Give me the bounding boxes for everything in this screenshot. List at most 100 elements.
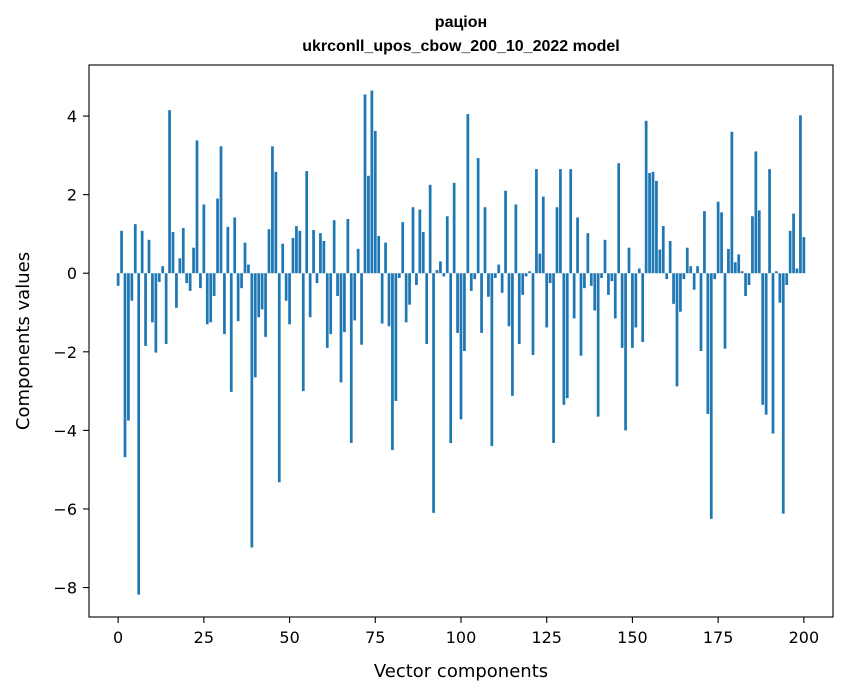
bar-147	[620, 273, 624, 348]
bar-25	[202, 204, 206, 274]
bar-77	[380, 273, 384, 324]
bar-14	[164, 273, 168, 344]
bar-133	[572, 273, 576, 319]
bar-7	[140, 230, 144, 274]
bar-184	[747, 273, 751, 286]
bar-102	[466, 114, 470, 274]
bar-80	[391, 273, 394, 451]
y-tick-label: 0	[67, 264, 77, 283]
y-tick-label: −8	[53, 579, 77, 598]
bar-36	[240, 273, 243, 289]
bar-140	[596, 273, 600, 417]
bar-41	[257, 273, 261, 318]
bar-21	[188, 273, 192, 291]
bar-156	[651, 171, 655, 274]
bar-26	[205, 273, 209, 325]
bar-153	[641, 273, 645, 342]
bar-168	[692, 273, 696, 290]
bar-198	[795, 268, 799, 274]
bar-88	[418, 209, 422, 274]
bar-113	[504, 190, 507, 274]
bar-47	[277, 273, 281, 483]
bar-22	[192, 247, 195, 274]
bar-179	[730, 131, 734, 274]
bar-141	[600, 273, 603, 278]
x-axis-label: Vector components	[374, 661, 548, 682]
bar-101	[463, 273, 466, 352]
bar-150	[631, 273, 634, 348]
bar-164	[679, 273, 682, 312]
bar-84	[404, 273, 408, 323]
bar-63	[332, 220, 336, 274]
bar-112	[500, 273, 504, 293]
bar-194	[781, 273, 785, 514]
bar-124	[541, 196, 545, 274]
bar-65	[339, 273, 343, 383]
bar-43	[264, 273, 267, 337]
bar-2	[123, 273, 127, 458]
bar-190	[768, 169, 771, 274]
bar-175	[716, 201, 720, 274]
bar-183	[744, 273, 747, 297]
bar-34	[233, 217, 237, 274]
bar-121	[531, 273, 535, 355]
bar-148	[624, 273, 627, 431]
y-axis: −8 −6 −4 −2 0 2 4	[53, 107, 89, 598]
bar-35	[236, 273, 240, 322]
bar-4	[130, 273, 134, 301]
bar-16	[171, 231, 175, 274]
bar-55	[305, 171, 309, 274]
bar-17	[175, 273, 178, 308]
bar-89	[421, 231, 425, 274]
bar-118	[521, 273, 525, 295]
bar-78	[384, 242, 387, 274]
bar-11	[154, 273, 158, 353]
bar-90	[425, 273, 429, 344]
bar-53	[298, 230, 302, 274]
bar-70	[356, 248, 360, 274]
bar-5	[133, 224, 137, 274]
bar-0	[116, 273, 120, 286]
bar-138	[589, 273, 593, 286]
bar-91	[428, 184, 432, 274]
bar-54	[301, 273, 305, 392]
x-tick-label: 175	[703, 628, 734, 647]
bar-62	[329, 273, 333, 335]
bar-171	[703, 211, 706, 274]
y-tick-label: −4	[53, 421, 77, 440]
chart-title-line2: ukrconll_upos_cbow_200_10_2022 model	[302, 38, 619, 55]
bar-119	[524, 273, 528, 277]
bar-31	[223, 273, 226, 335]
bar-45	[271, 146, 274, 274]
bar-199	[799, 115, 802, 274]
bar-94	[439, 261, 442, 274]
bar-6	[137, 273, 141, 595]
bar-173	[709, 273, 713, 519]
bar-155	[648, 173, 651, 274]
bar-128	[555, 207, 559, 274]
bar-104	[473, 273, 477, 280]
bar-74	[370, 90, 374, 274]
bar-28	[212, 273, 216, 297]
bar-61	[325, 273, 329, 348]
bar-87	[415, 273, 418, 286]
bar-129	[559, 169, 562, 274]
bar-125	[545, 273, 549, 328]
bar-117	[517, 273, 521, 344]
bar-114	[507, 273, 511, 327]
bar-170	[699, 273, 703, 352]
bar-38	[247, 264, 250, 274]
x-tick-label: 75	[365, 628, 385, 647]
bar-115	[511, 273, 514, 396]
bar-187	[757, 210, 761, 274]
bar-group	[116, 90, 806, 595]
x-tick-label: 50	[279, 628, 299, 647]
bar-44	[267, 229, 271, 274]
bar-99	[456, 273, 459, 333]
bar-60	[322, 241, 326, 274]
bar-159	[661, 226, 665, 274]
bar-126	[548, 273, 552, 284]
bar-66	[343, 273, 346, 333]
bar-30	[219, 146, 223, 274]
